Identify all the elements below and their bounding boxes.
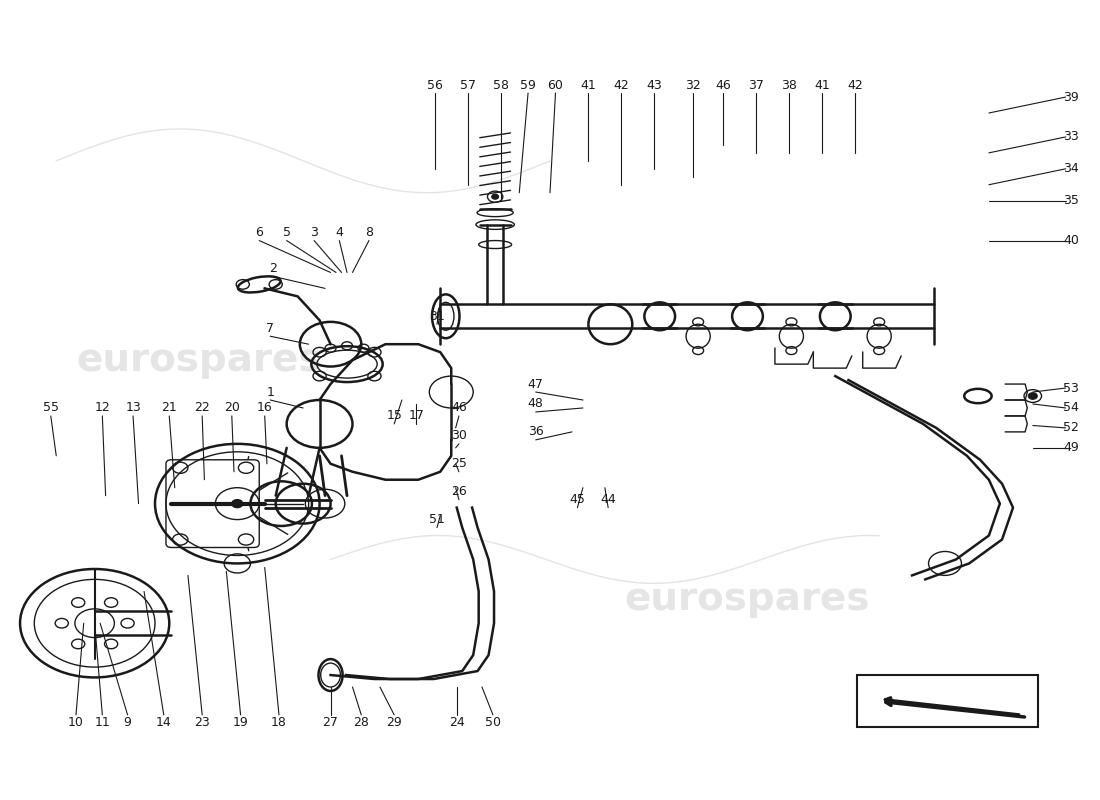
- Text: 21: 21: [162, 402, 177, 414]
- Text: eurospares: eurospares: [625, 580, 870, 618]
- Text: 24: 24: [449, 716, 464, 730]
- Text: eurospares: eurospares: [76, 341, 321, 379]
- Text: 4: 4: [336, 226, 343, 239]
- Text: 39: 39: [1064, 90, 1079, 103]
- Text: 27: 27: [322, 716, 339, 730]
- Text: 17: 17: [408, 410, 425, 422]
- Text: 11: 11: [95, 716, 110, 730]
- Text: 2: 2: [270, 262, 277, 275]
- Text: 46: 46: [715, 78, 732, 91]
- Circle shape: [492, 194, 498, 199]
- Text: 56: 56: [427, 78, 442, 91]
- Text: 25: 25: [451, 458, 466, 470]
- Text: 10: 10: [68, 716, 84, 730]
- Text: 48: 48: [528, 398, 543, 410]
- Text: 19: 19: [233, 716, 249, 730]
- Text: 54: 54: [1064, 402, 1079, 414]
- Text: 42: 42: [614, 78, 629, 91]
- Text: 52: 52: [1064, 422, 1079, 434]
- Circle shape: [232, 500, 243, 508]
- Text: 45: 45: [570, 493, 585, 506]
- Text: 58: 58: [493, 78, 508, 91]
- Text: 26: 26: [451, 485, 466, 498]
- Text: 3: 3: [310, 226, 318, 239]
- Text: 35: 35: [1064, 194, 1079, 207]
- Text: 36: 36: [528, 426, 543, 438]
- Text: 49: 49: [1064, 442, 1079, 454]
- Text: 53: 53: [1064, 382, 1079, 394]
- Circle shape: [1028, 393, 1037, 399]
- FancyBboxPatch shape: [857, 675, 1038, 727]
- Text: 32: 32: [685, 78, 701, 91]
- Text: 8: 8: [365, 226, 373, 239]
- Text: 23: 23: [195, 716, 210, 730]
- Text: 33: 33: [1064, 130, 1079, 143]
- Text: 20: 20: [224, 402, 240, 414]
- Text: 13: 13: [125, 402, 141, 414]
- Text: 28: 28: [353, 716, 370, 730]
- Text: 57: 57: [460, 78, 475, 91]
- Text: 18: 18: [271, 716, 287, 730]
- Text: 34: 34: [1064, 162, 1079, 175]
- Text: 22: 22: [195, 402, 210, 414]
- Text: 51: 51: [429, 513, 444, 526]
- Text: 50: 50: [485, 716, 501, 730]
- Text: 42: 42: [847, 78, 862, 91]
- Text: 12: 12: [95, 402, 110, 414]
- Text: 43: 43: [647, 78, 662, 91]
- Text: 37: 37: [748, 78, 764, 91]
- Text: 5: 5: [283, 226, 290, 239]
- Text: 59: 59: [520, 78, 536, 91]
- FancyBboxPatch shape: [166, 460, 260, 547]
- Text: 41: 41: [581, 78, 596, 91]
- Text: 44: 44: [601, 493, 616, 506]
- Text: 16: 16: [256, 402, 273, 414]
- Text: 41: 41: [814, 78, 830, 91]
- Text: 14: 14: [156, 716, 172, 730]
- Text: 29: 29: [386, 716, 403, 730]
- Text: 6: 6: [255, 226, 263, 239]
- Text: 9: 9: [123, 716, 132, 730]
- Text: 7: 7: [266, 322, 274, 334]
- Text: 40: 40: [1064, 234, 1079, 247]
- Text: 47: 47: [528, 378, 543, 390]
- Text: 38: 38: [781, 78, 798, 91]
- Text: 31: 31: [429, 310, 444, 322]
- Text: 60: 60: [548, 78, 563, 91]
- Text: 30: 30: [451, 430, 466, 442]
- Text: 55: 55: [43, 402, 58, 414]
- Text: 15: 15: [386, 410, 403, 422]
- Text: 1: 1: [266, 386, 274, 398]
- Text: 46: 46: [451, 402, 466, 414]
